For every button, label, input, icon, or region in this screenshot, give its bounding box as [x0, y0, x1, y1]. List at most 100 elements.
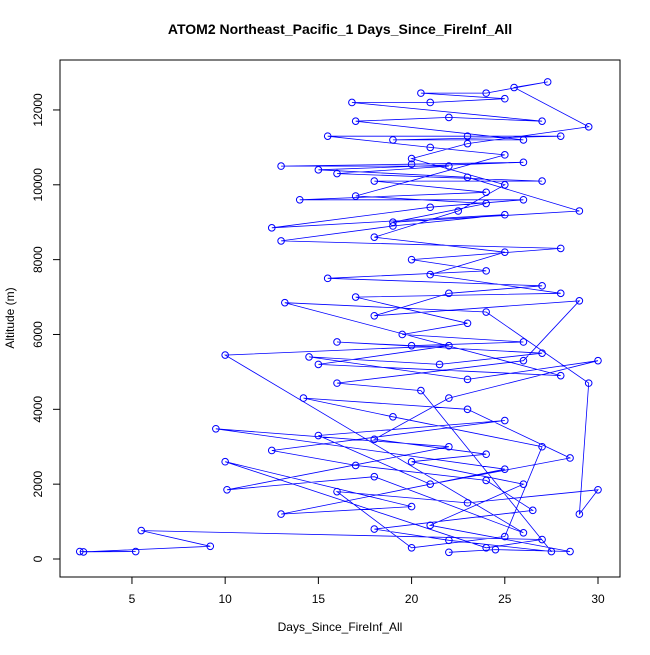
point	[538, 282, 546, 290]
point	[482, 267, 490, 275]
y-tick-label: 2000	[31, 470, 45, 497]
point	[519, 338, 528, 346]
point	[538, 442, 546, 451]
point	[500, 210, 509, 219]
point	[407, 457, 416, 466]
point	[206, 542, 215, 551]
point	[426, 521, 435, 530]
point	[351, 192, 360, 200]
point	[370, 472, 379, 481]
y-tick-label: 4000	[31, 396, 45, 423]
point	[370, 435, 379, 444]
point	[566, 547, 574, 556]
point	[482, 308, 490, 316]
point	[519, 480, 528, 488]
point	[445, 394, 453, 402]
point	[566, 454, 574, 462]
point	[445, 162, 453, 170]
plot-frame	[59, 59, 621, 578]
point	[519, 529, 528, 537]
point	[407, 154, 416, 163]
point	[547, 547, 556, 556]
point	[295, 195, 304, 204]
point	[407, 160, 416, 169]
point	[519, 136, 528, 144]
point	[223, 485, 231, 494]
point	[445, 289, 453, 298]
y-tick-label: 0	[31, 555, 45, 562]
point	[351, 117, 360, 125]
point	[426, 98, 435, 107]
point	[314, 360, 323, 369]
point	[131, 547, 140, 556]
point	[519, 158, 528, 167]
point	[500, 248, 509, 256]
point	[500, 180, 509, 189]
point	[538, 117, 546, 125]
point	[333, 169, 341, 178]
point	[333, 379, 341, 387]
point	[445, 536, 453, 545]
point	[281, 298, 289, 307]
point	[445, 442, 453, 451]
point	[277, 510, 285, 518]
point	[426, 143, 435, 152]
point	[500, 465, 509, 473]
point	[407, 255, 416, 264]
point	[463, 132, 472, 140]
point	[267, 446, 276, 455]
point	[575, 297, 584, 305]
series-line	[79, 81, 599, 553]
point	[389, 222, 397, 230]
point	[407, 341, 416, 350]
point	[351, 293, 360, 301]
point	[426, 480, 435, 488]
point	[314, 431, 323, 440]
point	[445, 341, 453, 350]
point	[314, 166, 323, 174]
point	[463, 405, 472, 414]
point	[556, 371, 565, 380]
point	[584, 122, 593, 131]
point	[538, 535, 546, 544]
point	[221, 351, 229, 359]
x-tick-label: 25	[498, 592, 512, 606]
point	[370, 525, 379, 533]
point	[351, 461, 360, 470]
y-tick-label: 12000	[31, 93, 45, 127]
point	[594, 485, 602, 494]
point	[426, 270, 435, 279]
point	[538, 177, 546, 185]
point	[212, 424, 220, 433]
point	[445, 113, 453, 122]
point	[137, 526, 146, 535]
point	[482, 188, 490, 197]
point	[519, 356, 528, 365]
point	[299, 394, 308, 402]
point	[463, 173, 472, 182]
point	[482, 89, 490, 97]
y-tick-label: 6000	[31, 321, 45, 348]
point	[575, 207, 584, 215]
point	[370, 311, 379, 320]
point	[221, 457, 229, 466]
point	[75, 547, 84, 556]
point	[528, 506, 537, 515]
point	[370, 233, 379, 241]
point	[463, 139, 472, 148]
point	[500, 151, 509, 159]
point	[277, 237, 285, 245]
point	[407, 502, 416, 511]
point	[333, 338, 341, 346]
x-tick-label: 5	[129, 592, 136, 606]
point	[445, 548, 453, 557]
point	[500, 532, 509, 541]
point	[370, 177, 379, 185]
point	[543, 78, 552, 86]
x-tick-label: 20	[405, 592, 419, 606]
point	[500, 416, 509, 425]
chart-title: ATOM2 Northeast_Pacific_1 Days_Since_Fir…	[168, 21, 512, 37]
point	[463, 319, 472, 328]
